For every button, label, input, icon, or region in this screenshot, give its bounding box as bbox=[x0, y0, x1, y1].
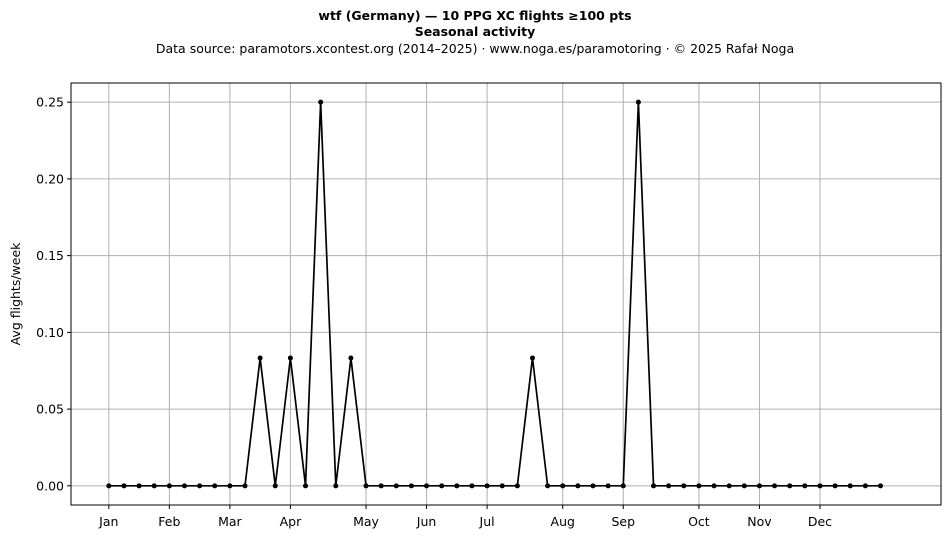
data-point bbox=[635, 99, 641, 105]
data-point bbox=[484, 483, 490, 489]
data-point bbox=[847, 483, 853, 489]
data-point bbox=[575, 483, 581, 489]
data-point bbox=[651, 483, 657, 489]
x-tick-label: May bbox=[353, 514, 379, 529]
data-point bbox=[136, 483, 142, 489]
data-point bbox=[862, 483, 868, 489]
data-point bbox=[303, 483, 309, 489]
data-point bbox=[166, 483, 172, 489]
data-point bbox=[560, 483, 566, 489]
data-point bbox=[424, 483, 430, 489]
x-tick-label: Mar bbox=[218, 514, 242, 529]
y-tick-label: 0.05 bbox=[36, 402, 64, 417]
y-tick-label: 0.20 bbox=[36, 171, 64, 186]
data-point bbox=[151, 483, 157, 489]
data-point bbox=[106, 483, 112, 489]
data-point bbox=[666, 483, 672, 489]
data-point bbox=[514, 483, 520, 489]
x-tick-label: Aug bbox=[551, 514, 575, 529]
data-point bbox=[711, 483, 717, 489]
y-tick-label: 0.10 bbox=[36, 325, 64, 340]
y-tick-label: 0.25 bbox=[36, 95, 64, 110]
tick-layer: 0.00 0.05 0.10 0.15 0.20 0.25 Jan Feb Mar Apr May J… bbox=[36, 95, 832, 529]
data-point bbox=[212, 483, 218, 489]
chart-subtitle: Seasonal activity bbox=[414, 24, 536, 39]
x-tick-label: Sep bbox=[611, 514, 635, 529]
data-point bbox=[227, 483, 233, 489]
data-point bbox=[272, 483, 278, 489]
data-point bbox=[408, 483, 414, 489]
data-point bbox=[772, 483, 778, 489]
data-point bbox=[545, 483, 551, 489]
data-point bbox=[696, 483, 702, 489]
data-point bbox=[605, 483, 611, 489]
series-layer bbox=[106, 99, 883, 489]
data-point bbox=[454, 483, 460, 489]
x-tick-label: Apr bbox=[280, 514, 302, 529]
x-tick-label: Feb bbox=[158, 514, 180, 529]
data-point bbox=[333, 483, 339, 489]
x-tick-label: Nov bbox=[747, 514, 772, 529]
data-point bbox=[756, 483, 762, 489]
grid-layer bbox=[71, 83, 941, 505]
x-tick-label: Jan bbox=[98, 514, 118, 529]
data-point bbox=[287, 355, 293, 361]
y-axis-label: Avg flights/week bbox=[8, 242, 23, 346]
y-tick-label: 0.15 bbox=[36, 248, 64, 263]
data-point bbox=[787, 483, 793, 489]
data-point bbox=[393, 483, 399, 489]
y-tick-label: 0.00 bbox=[36, 478, 64, 493]
x-tick-label: Oct bbox=[688, 514, 710, 529]
data-point bbox=[197, 483, 203, 489]
data-point bbox=[318, 99, 324, 105]
data-point bbox=[681, 483, 687, 489]
data-point bbox=[832, 483, 838, 489]
data-point bbox=[348, 355, 354, 361]
chart-source-line: Data source: paramotors.xcontest.org (20… bbox=[155, 41, 795, 56]
data-point bbox=[802, 483, 808, 489]
data-point bbox=[877, 483, 883, 489]
plot-frame bbox=[70, 82, 942, 506]
data-point bbox=[620, 483, 626, 489]
data-point bbox=[741, 483, 747, 489]
data-point bbox=[439, 483, 445, 489]
x-tick-label: Jun bbox=[416, 514, 437, 529]
chart-title: wtf (Germany) — 10 PPG XC flights ≥100 p… bbox=[318, 8, 632, 23]
data-point bbox=[363, 483, 369, 489]
data-point bbox=[529, 355, 535, 361]
chart-titles: wtf (Germany) — 10 PPG XC flights ≥100 p… bbox=[0, 8, 950, 57]
data-point bbox=[181, 483, 187, 489]
data-point bbox=[726, 483, 732, 489]
x-tick-label: Jul bbox=[479, 514, 495, 529]
series-line bbox=[108, 101, 881, 487]
data-point bbox=[378, 483, 384, 489]
data-point bbox=[257, 355, 263, 361]
data-point bbox=[469, 483, 475, 489]
data-point bbox=[590, 483, 596, 489]
data-point bbox=[499, 483, 505, 489]
data-point bbox=[817, 483, 823, 489]
data-point bbox=[121, 483, 127, 489]
data-point bbox=[242, 483, 248, 489]
x-tick-label: Dec bbox=[808, 514, 832, 529]
